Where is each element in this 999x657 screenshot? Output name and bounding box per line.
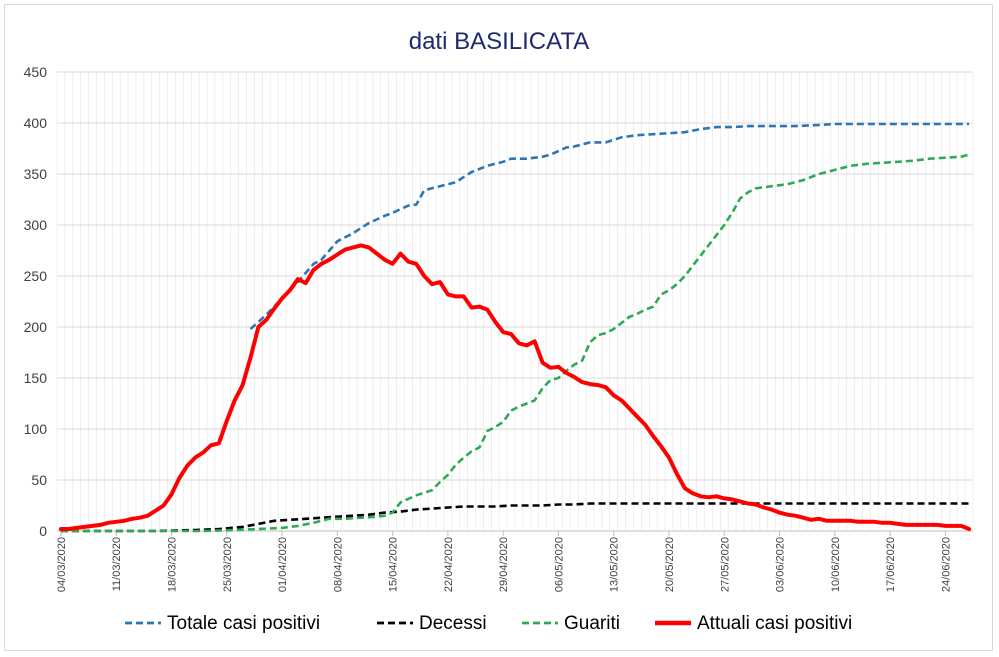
x-tick-label: 18/03/2020: [167, 537, 179, 592]
series-line-totale-casi-positivi: [249, 122, 970, 330]
x-tick-label: 25/03/2020: [222, 537, 234, 592]
y-tick-label: 100: [24, 421, 48, 437]
x-tick-label: 22/04/2020: [443, 537, 455, 592]
legend-label: Decessi: [419, 613, 487, 634]
y-tick-label: 250: [24, 268, 48, 284]
x-tick-label: 13/05/2020: [609, 537, 621, 592]
series-lines: [58, 122, 972, 533]
x-tick-label: 04/03/2020: [56, 537, 68, 592]
x-tick-label: 24/06/2020: [940, 537, 952, 592]
y-tick-label: 200: [24, 319, 48, 335]
legend-label: Attuali casi positivi: [697, 613, 852, 634]
x-tick-label: 08/04/2020: [332, 537, 344, 592]
x-tick-label: 15/04/2020: [388, 537, 400, 592]
x-tick-label: 03/06/2020: [775, 537, 787, 592]
x-tick-label: 01/04/2020: [277, 537, 289, 592]
y-axis: 0 50 100 150 200 250 300 350 400 450: [24, 64, 48, 539]
y-tick-label: 450: [24, 64, 48, 80]
y-tick-label: 400: [24, 115, 48, 131]
series-line-guariti: [60, 153, 970, 533]
gridlines: [56, 71, 974, 532]
x-tick-label: 06/05/2020: [553, 537, 565, 592]
legend-label: Guariti: [564, 613, 620, 634]
line-chart: dati BASILICATA 0 50 100 150 200 250 300 350 400…: [24, 28, 974, 634]
x-tick-label: 11/03/2020: [111, 537, 123, 591]
legend-label: Totale casi positivi: [167, 613, 320, 634]
series-line-attuali-casi-positivi: [58, 243, 972, 531]
chart-title: dati BASILICATA: [409, 28, 590, 55]
x-axis: 04/03/2020 11/03/2020 18/03/2020 25/03/2020…: [56, 531, 952, 592]
x-tick-label: 29/04/2020: [498, 537, 510, 592]
y-tick-label: 150: [24, 370, 48, 386]
y-tick-label: 350: [24, 166, 48, 182]
x-tick-label: 20/05/2020: [664, 537, 676, 592]
x-tick-label: 10/06/2020: [830, 537, 842, 592]
y-tick-label: 300: [24, 217, 48, 233]
y-tick-label: 0: [39, 523, 47, 539]
x-tick-label: 17/06/2020: [885, 537, 897, 592]
legend: Totale casi positivi Decessi Guariti Attual…: [125, 613, 852, 634]
x-tick-label: 27/05/2020: [719, 537, 731, 592]
series-line-decessi: [60, 502, 970, 533]
chart-frame: dati BASILICATA 0 50 100 150 200 250 300 350 400…: [4, 4, 993, 651]
y-tick-label: 50: [31, 472, 47, 488]
